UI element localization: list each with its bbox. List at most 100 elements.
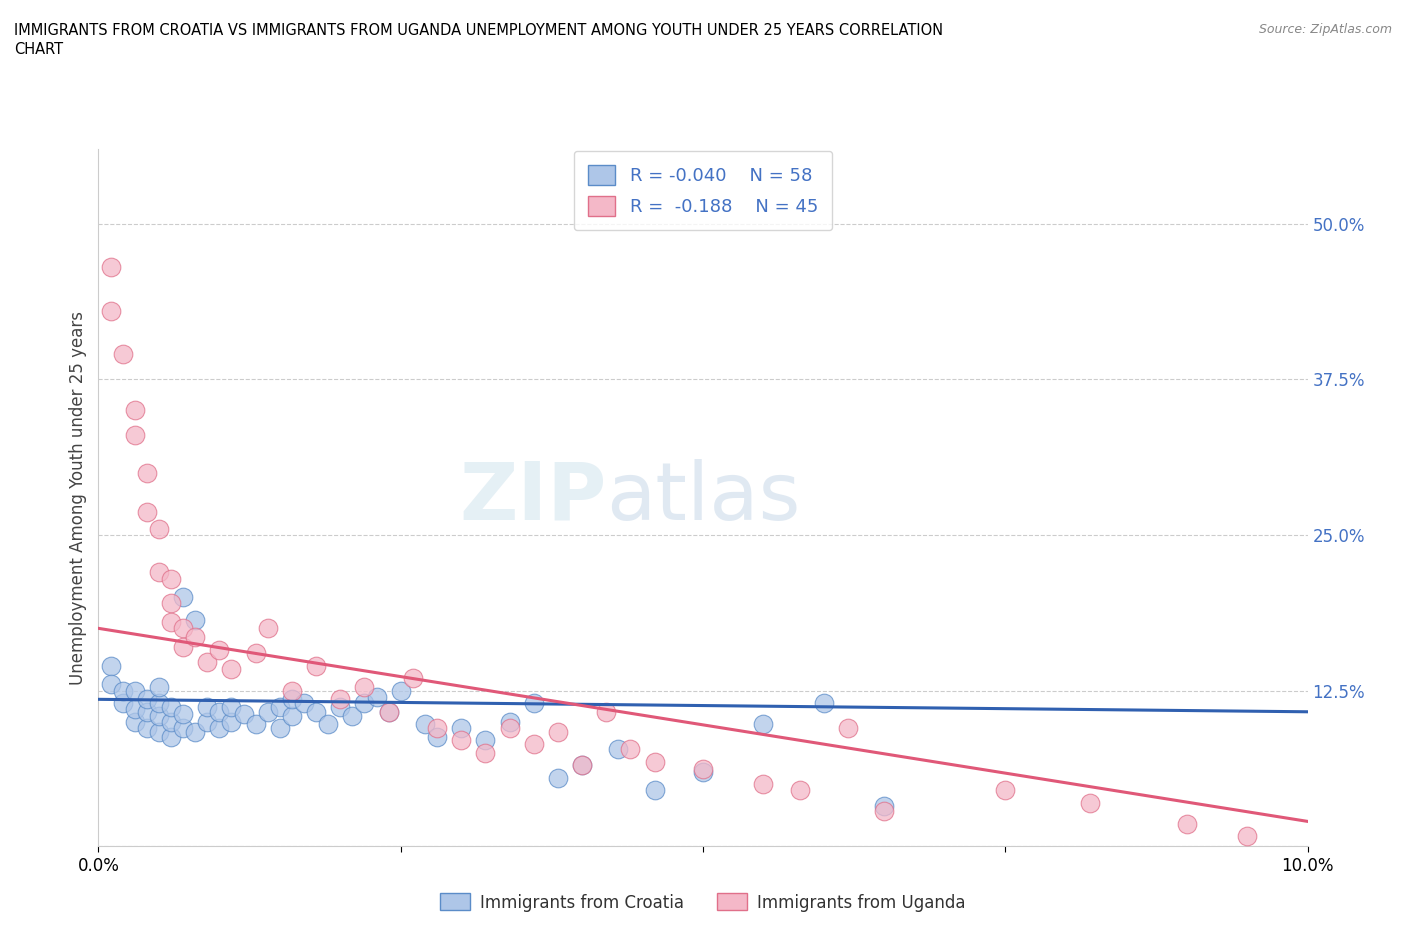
Point: [172, 721, 194, 736]
Point: [256, 704, 278, 719]
Point: [523, 737, 546, 751]
Point: [837, 721, 859, 736]
Point: [644, 754, 666, 769]
Point: [124, 684, 146, 698]
Point: [184, 612, 207, 627]
Point: [172, 707, 194, 722]
Point: [100, 658, 122, 673]
Point: [873, 804, 896, 819]
Point: [789, 783, 811, 798]
Point: [329, 699, 352, 714]
Point: [195, 699, 218, 714]
Point: [111, 696, 134, 711]
Point: [172, 640, 194, 655]
Point: [160, 699, 183, 714]
Point: [195, 714, 218, 729]
Point: [547, 770, 569, 785]
Point: [474, 746, 496, 761]
Point: [450, 721, 472, 736]
Point: [281, 692, 304, 707]
Text: Source: ZipAtlas.com: Source: ZipAtlas.com: [1258, 23, 1392, 36]
Point: [195, 655, 218, 670]
Point: [994, 783, 1017, 798]
Point: [256, 621, 278, 636]
Point: [221, 714, 243, 729]
Point: [607, 742, 630, 757]
Point: [245, 645, 267, 660]
Text: atlas: atlas: [606, 458, 800, 537]
Point: [124, 403, 146, 418]
Point: [498, 721, 520, 736]
Point: [389, 684, 412, 698]
Point: [148, 565, 170, 579]
Point: [813, 696, 835, 711]
Text: ZIP: ZIP: [458, 458, 606, 537]
Point: [692, 762, 714, 777]
Point: [595, 704, 617, 719]
Point: [172, 621, 194, 636]
Point: [752, 717, 775, 732]
Point: [135, 505, 157, 520]
Y-axis label: Unemployment Among Youth under 25 years: Unemployment Among Youth under 25 years: [69, 311, 87, 684]
Point: [160, 729, 183, 744]
Point: [172, 590, 194, 604]
Point: [208, 721, 231, 736]
Point: [208, 704, 231, 719]
Point: [353, 696, 375, 711]
Point: [135, 465, 157, 480]
Point: [124, 702, 146, 717]
Point: [366, 689, 388, 704]
Point: [160, 596, 183, 611]
Point: [342, 708, 364, 723]
Point: [100, 303, 122, 318]
Point: [1175, 817, 1198, 831]
Point: [1236, 829, 1258, 844]
Point: [269, 699, 291, 714]
Point: [148, 724, 170, 739]
Point: [426, 729, 449, 744]
Point: [752, 777, 775, 791]
Point: [547, 724, 569, 739]
Point: [377, 704, 399, 719]
Point: [221, 662, 243, 677]
Point: [184, 630, 207, 644]
Point: [571, 758, 593, 773]
Point: [111, 347, 134, 362]
Point: [292, 696, 315, 711]
Point: [413, 717, 436, 732]
Point: [100, 259, 122, 274]
Point: [111, 684, 134, 698]
Point: [208, 642, 231, 657]
Point: [377, 704, 399, 719]
Point: [148, 708, 170, 723]
Point: [124, 428, 146, 443]
Point: [316, 717, 339, 732]
Point: [474, 733, 496, 748]
Point: [281, 684, 304, 698]
Point: [281, 708, 304, 723]
Point: [353, 680, 375, 695]
Point: [644, 783, 666, 798]
Point: [692, 764, 714, 779]
Point: [305, 704, 328, 719]
Point: [135, 704, 157, 719]
Point: [135, 721, 157, 736]
Point: [160, 571, 183, 586]
Point: [498, 714, 520, 729]
Point: [329, 692, 352, 707]
Point: [232, 707, 254, 722]
Point: [305, 658, 328, 673]
Point: [148, 521, 170, 536]
Point: [124, 714, 146, 729]
Text: CHART: CHART: [14, 42, 63, 57]
Point: [148, 680, 170, 695]
Point: [184, 724, 207, 739]
Point: [450, 733, 472, 748]
Point: [135, 692, 157, 707]
Legend: Immigrants from Croatia, Immigrants from Uganda: Immigrants from Croatia, Immigrants from…: [433, 886, 973, 918]
Point: [100, 677, 122, 692]
Point: [269, 721, 291, 736]
Point: [619, 742, 641, 757]
Point: [245, 717, 267, 732]
Point: [873, 799, 896, 814]
